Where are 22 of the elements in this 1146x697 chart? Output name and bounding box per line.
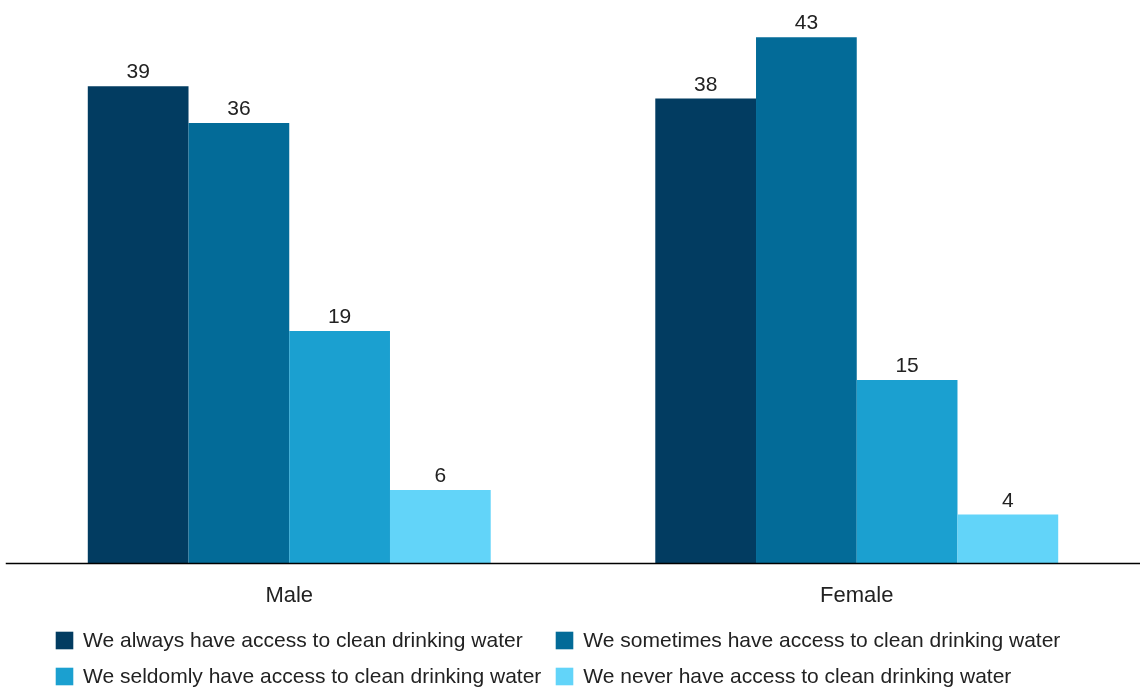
data-label: 19 [327,304,352,328]
bar [856,379,958,564]
legend-label: We seldomly have access to clean drinking water [83,664,542,688]
legend-label: We never have access to clean drinking water [583,664,1012,688]
data-label: 39 [126,59,150,83]
legend-label: We always have access to clean drinking water [83,628,523,652]
bar [389,490,491,564]
x-tick-label: Female [820,581,894,607]
bar [957,514,1059,564]
data-label: 6 [434,463,447,487]
bar [188,122,290,564]
data-label: 15 [895,352,919,376]
bar [289,331,390,564]
data-label: 36 [227,95,251,119]
bar [87,86,189,564]
data-label: 38 [693,71,718,95]
bar [655,98,757,564]
x-tick-label: Male [265,581,314,607]
bar [756,37,857,564]
legend-label: We sometimes have access to clean drinking water [583,628,1061,652]
data-label: 4 [1002,487,1015,511]
data-label: 43 [794,10,819,34]
